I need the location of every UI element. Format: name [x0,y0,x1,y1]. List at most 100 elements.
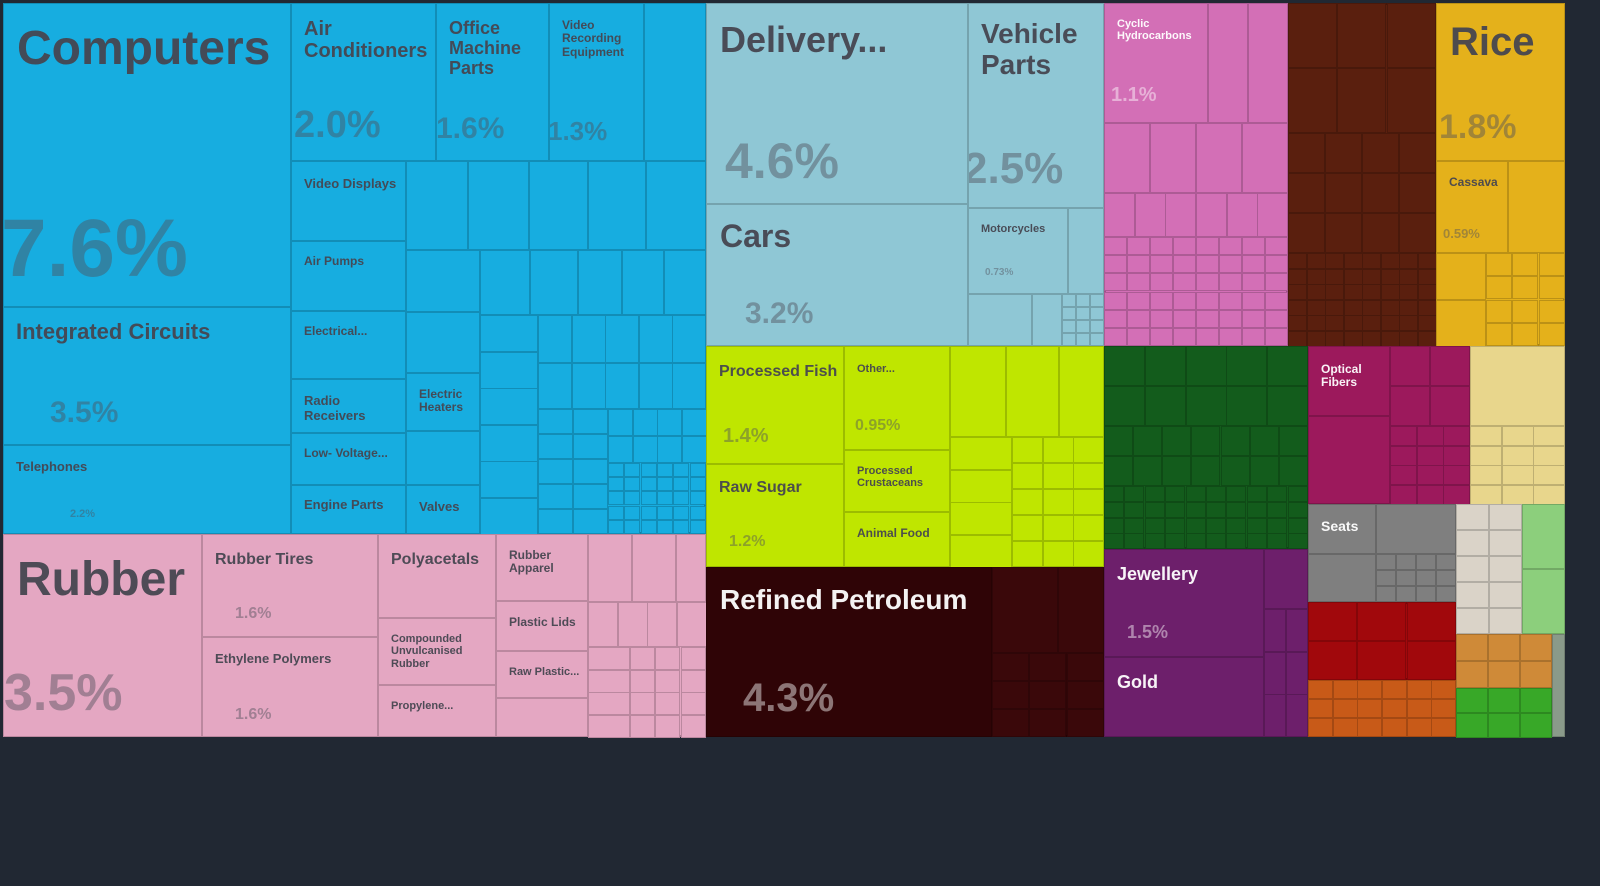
treemap-tile[interactable] [1012,541,1043,567]
treemap-tile[interactable] [1104,386,1145,426]
treemap-tile[interactable] [664,250,706,315]
treemap-tile[interactable] [1357,718,1382,737]
treemap-tile[interactable] [1219,237,1242,255]
treemap-tile[interactable] [1265,310,1288,328]
treemap-tile[interactable] [1470,426,1502,446]
treemap-tile[interactable] [1396,554,1416,570]
treemap-tile[interactable] [1443,465,1470,485]
treemap-tile[interactable] [1264,652,1286,695]
treemap-tile[interactable] [1150,310,1173,328]
treemap-tile[interactable] [1076,307,1090,320]
treemap-tile[interactable] [624,506,640,520]
treemap-tile[interactable] [1196,328,1219,346]
treemap-tile[interactable] [1325,284,1344,300]
treemap-tile[interactable] [468,161,529,250]
tile-refined-petroleum[interactable]: Refined Petroleum 4.3% [706,567,992,737]
treemap-tile[interactable] [1196,255,1219,273]
treemap-tile[interactable] [681,670,706,693]
treemap-tile[interactable] [1396,586,1416,602]
tile-integrated-circuits[interactable]: Integrated Circuits 3.5% [3,307,291,445]
treemap-tile[interactable] [538,409,573,434]
treemap-tile[interactable] [1226,533,1246,549]
tile-plastic-lids[interactable]: Plastic Lids [496,601,588,651]
treemap-tile[interactable] [641,463,657,477]
treemap-tile[interactable] [1104,486,1124,502]
treemap-tile[interactable] [480,498,538,535]
tile-radio-receivers[interactable]: Radio Receivers [291,379,406,433]
treemap-tile[interactable] [655,692,680,715]
treemap-tile[interactable] [1357,602,1406,641]
treemap-tile[interactable] [1436,586,1456,602]
treemap-tile[interactable] [1520,661,1552,688]
treemap-tile[interactable] [1150,237,1173,255]
treemap-tile[interactable] [1250,456,1279,486]
treemap-tile[interactable] [992,567,1058,653]
treemap-tile[interactable] [992,653,1029,681]
tile-other-food[interactable]: Other... 0.95% [844,346,950,450]
treemap-tile[interactable] [1073,541,1104,567]
treemap-tile[interactable] [1430,386,1470,426]
treemap-tile[interactable] [1242,328,1265,346]
treemap-tile[interactable] [608,520,624,534]
treemap-tile[interactable] [1032,294,1062,346]
treemap-tile[interactable] [1067,709,1104,737]
treemap-tile[interactable] [1226,502,1246,518]
treemap-tile[interactable] [1337,3,1386,68]
treemap-tile[interactable] [1076,333,1090,346]
treemap-tile[interactable] [1539,323,1565,346]
treemap-tile[interactable] [1533,426,1565,446]
treemap-tile[interactable] [1502,465,1534,485]
treemap-tile[interactable] [1196,292,1219,310]
treemap-tile[interactable] [480,461,538,498]
treemap-tile[interactable] [1279,426,1308,456]
treemap-tile[interactable] [1407,699,1432,718]
treemap-tile[interactable] [608,409,633,436]
treemap-tile[interactable] [1162,456,1191,486]
treemap-tile[interactable] [1186,533,1206,549]
treemap-tile[interactable] [1520,713,1552,738]
treemap-tile[interactable] [1381,284,1400,300]
treemap-tile[interactable] [1090,294,1104,307]
treemap-tile[interactable] [1288,502,1308,518]
treemap-tile[interactable] [1062,294,1076,307]
treemap-tile[interactable] [657,491,673,505]
treemap-tile[interactable] [1043,437,1074,463]
treemap-tile[interactable] [1104,255,1127,273]
treemap-tile[interactable] [1390,485,1417,505]
treemap-tile[interactable] [1076,294,1090,307]
treemap-tile[interactable] [1059,346,1104,437]
treemap-tile[interactable] [1418,331,1437,347]
treemap-tile[interactable] [1208,3,1248,123]
treemap-tile[interactable] [968,294,1032,346]
treemap-tile[interactable] [641,520,657,534]
treemap-tile[interactable] [1470,485,1502,505]
treemap-tile[interactable] [530,250,578,315]
tile-computers[interactable]: Computers 7.6% [3,3,291,307]
treemap-tile[interactable] [1512,323,1538,346]
tile-processed-fish[interactable]: Processed Fish 1.4% [706,346,844,464]
treemap-tile[interactable] [1325,315,1344,331]
treemap-tile[interactable] [1186,346,1227,386]
treemap-tile[interactable] [1006,346,1059,437]
treemap-tile[interactable] [639,315,673,363]
treemap-tile[interactable] [1508,161,1565,253]
treemap-tile[interactable] [1242,237,1265,255]
treemap-tile[interactable] [1265,237,1288,255]
treemap-tile[interactable] [950,437,1012,470]
treemap-tile[interactable] [1489,582,1522,608]
treemap-tile[interactable] [1196,310,1219,328]
treemap-tile[interactable] [672,315,706,363]
treemap-tile[interactable] [1344,253,1363,269]
treemap-tile[interactable] [1512,253,1538,276]
treemap-tile[interactable] [1196,193,1227,237]
treemap-tile[interactable] [572,315,606,363]
tile-seats[interactable]: Seats [1308,504,1376,554]
treemap-tile[interactable] [1436,300,1486,347]
tile-valves[interactable]: Valves [406,485,480,534]
treemap-tile[interactable] [573,484,608,509]
treemap-tile[interactable] [1250,426,1279,456]
treemap-tile[interactable] [1090,333,1104,346]
treemap-tile[interactable] [1431,699,1456,718]
treemap-tile[interactable] [1399,213,1436,253]
tile-jewellery[interactable]: Jewellery 1.5% [1104,549,1264,657]
